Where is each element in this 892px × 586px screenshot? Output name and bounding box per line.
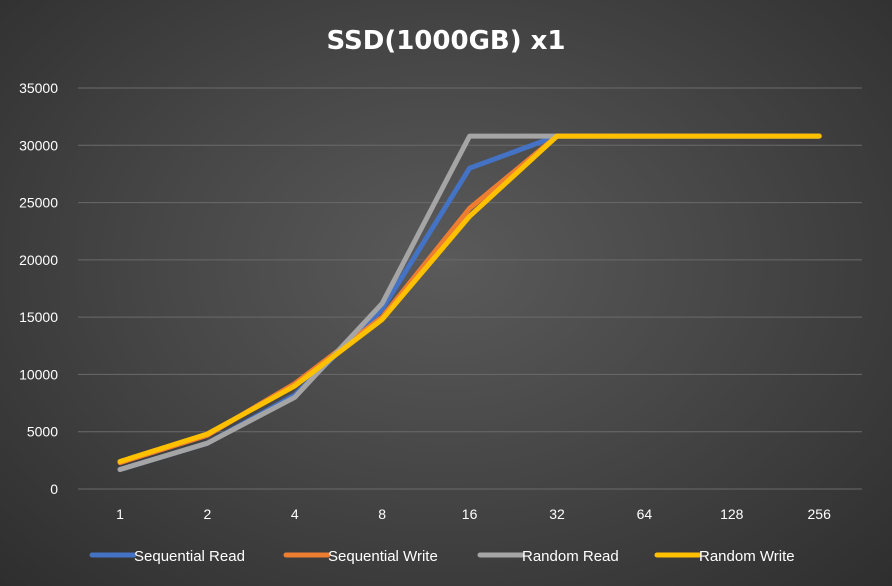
y-tick-label: 15000 [19, 309, 58, 325]
y-tick-label: 25000 [19, 195, 58, 211]
x-tick-label: 256 [808, 506, 832, 522]
legend-item-sequential-read: Sequential Read [89, 548, 245, 565]
series-line-sequential-read [117, 133, 822, 472]
y-tick-label: 35000 [19, 80, 58, 96]
x-tick-label: 4 [291, 506, 299, 522]
series-line-sequential-write [117, 133, 822, 466]
legend: Sequential Read Sequential Write Random Re… [89, 548, 795, 565]
x-tick-label: 2 [204, 506, 212, 522]
legend-label: Random Read [522, 548, 619, 565]
y-tick-label: 30000 [19, 137, 58, 153]
series-line-random-read [117, 133, 822, 472]
x-tick-label: 128 [720, 506, 744, 522]
legend-item-random-read: Random Read [477, 548, 619, 565]
chart-title: SSD(1000GB) x1 [326, 26, 565, 56]
legend-item-sequential-write: Sequential Write [283, 548, 438, 565]
x-tick-label: 1 [116, 506, 124, 522]
legend-label: Sequential Write [328, 548, 438, 565]
x-tick-label: 16 [462, 506, 478, 522]
series-line-random-write [117, 133, 822, 464]
x-axis-ticks: 1 2 4 8 16 32 64 128 256 [116, 506, 831, 522]
y-tick-label: 5000 [27, 424, 58, 440]
y-tick-label: 10000 [19, 366, 58, 382]
series-lines [117, 133, 822, 472]
legend-label: Sequential Read [134, 548, 245, 565]
x-tick-label: 8 [378, 506, 386, 522]
gridlines [78, 87, 862, 490]
y-tick-label: 0 [50, 481, 58, 497]
y-axis-ticks: 0 5000 10000 15000 20000 25000 30000 35000 [19, 80, 58, 497]
x-tick-label: 32 [549, 506, 565, 522]
legend-label: Random Write [699, 548, 795, 565]
y-tick-label: 20000 [19, 252, 58, 268]
x-tick-label: 64 [637, 506, 653, 522]
legend-item-random-write: Random Write [654, 548, 795, 565]
